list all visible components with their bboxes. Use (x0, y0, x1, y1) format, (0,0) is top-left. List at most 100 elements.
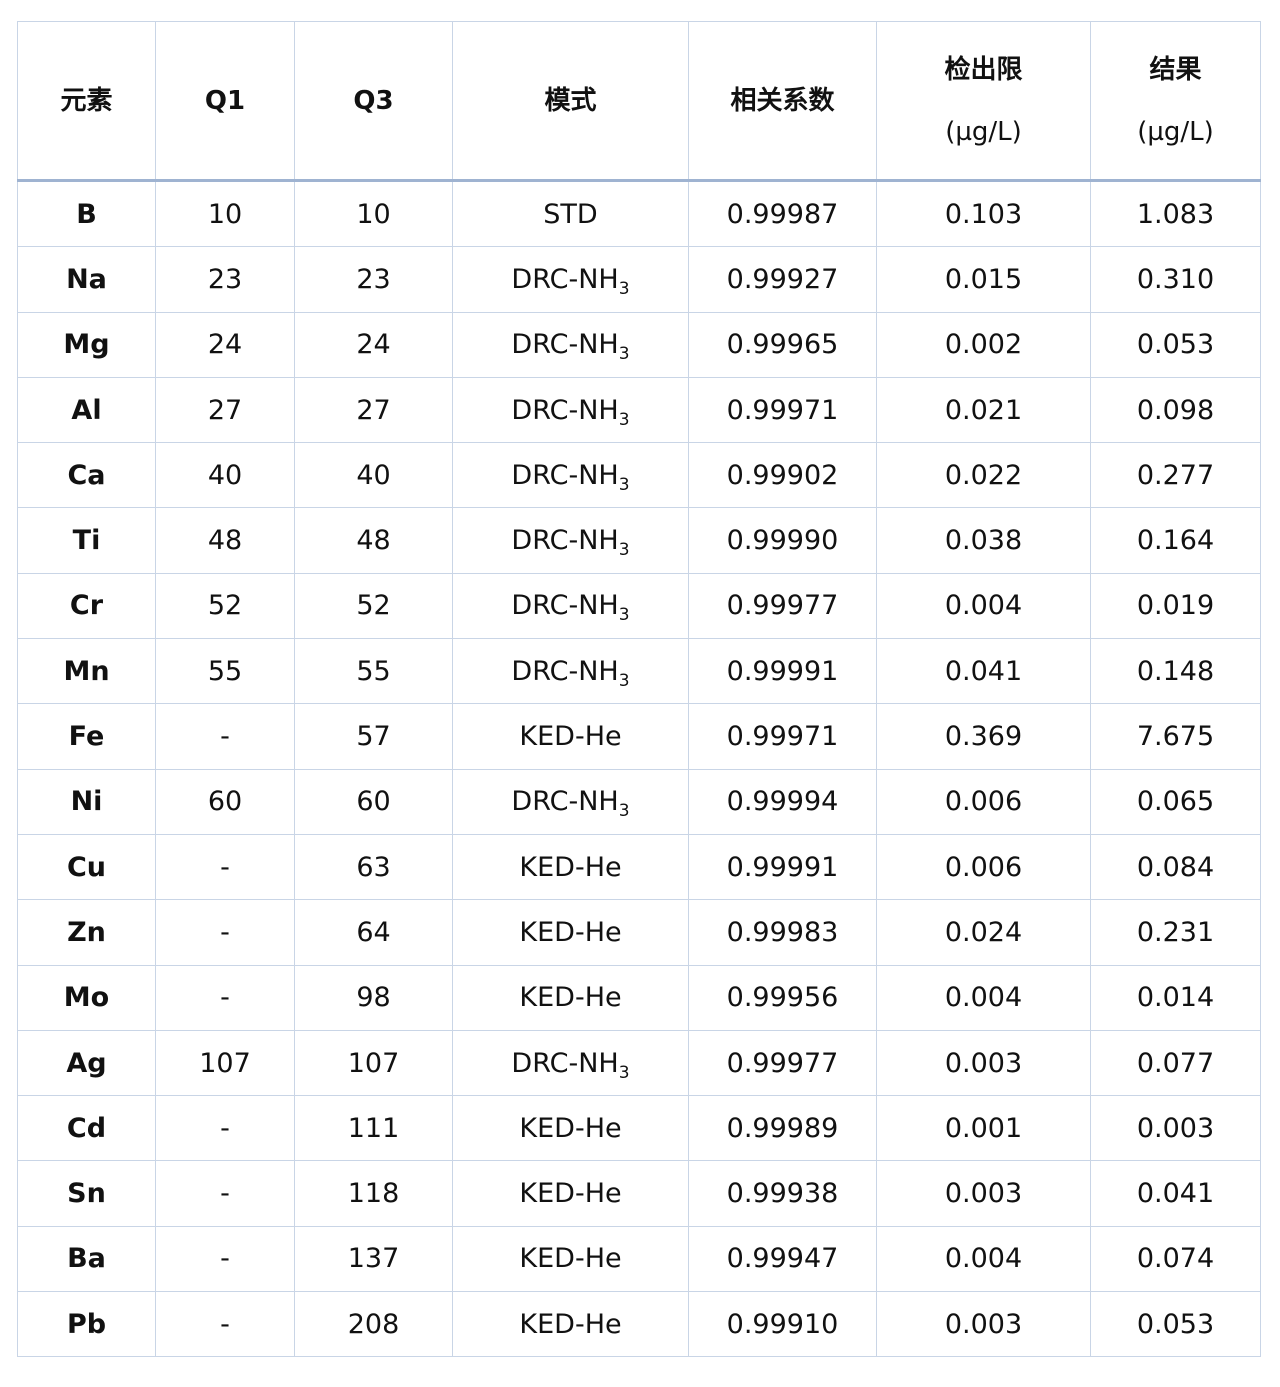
table-row: Pb - 208 KED-He 0.99910 0.003 0.053 (17, 1291, 1261, 1358)
cell-text: 1.083 (1136, 198, 1215, 230)
cell-text: 24 (356, 329, 391, 361)
cell-text: - (220, 916, 230, 948)
cell-q1: 60 (155, 768, 295, 835)
cell-correlation: 0.99947 (688, 1225, 877, 1293)
cell-text: 55 (207, 655, 243, 687)
header-unit: (µg/L) (945, 116, 1022, 147)
cell-mode: DRC-NH3 (452, 442, 689, 509)
cell-text: 0.053 (1136, 1308, 1215, 1340)
cell-text: STD (543, 198, 598, 230)
cell-lod: 0.015 (876, 246, 1091, 313)
cell-q3: 111 (294, 1095, 453, 1162)
cell-q3: 52 (294, 572, 453, 640)
cell-text: B (76, 198, 97, 230)
cell-text: DRC-NH (511, 655, 619, 687)
cell-text: 0.277 (1136, 459, 1215, 491)
cell-correlation: 0.99938 (688, 1160, 877, 1227)
cell-q1: - (155, 1160, 295, 1227)
cell-result: 1.083 (1090, 179, 1261, 248)
column-header-result: 结果 (µg/L) (1090, 21, 1261, 182)
table-row: Ca 40 40 DRC-NH3 0.99902 0.022 0.277 (17, 442, 1261, 509)
cell-q1: - (155, 1095, 295, 1162)
cell-q1: 48 (155, 507, 295, 574)
cell-text: Cr (69, 590, 104, 622)
cell-q3: 98 (294, 964, 453, 1031)
cell-correlation: 0.99990 (688, 507, 877, 574)
cell-q1: 107 (155, 1029, 295, 1097)
cell-q1: 40 (155, 442, 295, 509)
cell-text: 0.99965 (726, 329, 839, 361)
subscript: 3 (618, 344, 630, 365)
cell-lod: 0.103 (876, 179, 1091, 248)
subscript: 3 (618, 474, 630, 495)
cell-text: 0.041 (944, 655, 1023, 687)
cell-lod: 0.022 (876, 442, 1091, 509)
cell-q1: 23 (155, 246, 295, 313)
cell-result: 0.074 (1090, 1225, 1261, 1293)
table-body: B 10 10 STD 0.99987 0.103 1.083 Na 23 23 DRC-NH3 0.… (17, 179, 1261, 1358)
cell-element: Al (17, 376, 156, 444)
cell-text: 0.065 (1136, 786, 1215, 818)
table-row: Fe - 57 KED-He 0.99971 0.369 7.675 (17, 703, 1261, 770)
cell-text: 0.053 (1136, 329, 1215, 361)
cell-element: Fe (17, 703, 156, 770)
cell-text: DRC-NH (511, 525, 619, 557)
cell-text: 57 (356, 721, 391, 753)
header-label: 模式 (544, 85, 597, 116)
cell-q3: 63 (294, 833, 453, 901)
cell-text: 0.003 (944, 1308, 1023, 1340)
subscript: 3 (618, 409, 630, 430)
cell-text: 0.103 (944, 198, 1023, 230)
cell-text: - (220, 1308, 230, 1340)
cell-mode: KED-He (452, 833, 689, 901)
subscript: 3 (618, 1062, 630, 1083)
cell-correlation: 0.99991 (688, 833, 877, 901)
cell-correlation: 0.99987 (688, 179, 877, 248)
cell-correlation: 0.99956 (688, 964, 877, 1031)
cell-result: 0.098 (1090, 376, 1261, 444)
cell-text: 0.99977 (726, 1047, 839, 1079)
cell-text: 23 (207, 263, 243, 295)
cell-text: 0.99991 (726, 655, 839, 687)
cell-text: 0.99994 (726, 786, 839, 818)
column-header-lod: 检出限 (µg/L) (876, 21, 1091, 182)
cell-mode: KED-He (452, 1160, 689, 1227)
cell-lod: 0.003 (876, 1029, 1091, 1097)
cell-text: Na (66, 263, 107, 295)
cell-q3: 48 (294, 507, 453, 574)
cell-lod: 0.041 (876, 638, 1091, 705)
cell-correlation: 0.99902 (688, 442, 877, 509)
cell-text: 10 (207, 198, 243, 230)
cell-result: 7.675 (1090, 703, 1261, 770)
cell-text: 0.004 (944, 982, 1023, 1014)
cell-correlation: 0.99994 (688, 768, 877, 835)
table-row: Mn 55 55 DRC-NH3 0.99991 0.041 0.148 (17, 638, 1261, 705)
cell-result: 0.053 (1090, 311, 1261, 378)
cell-q3: 10 (294, 179, 453, 248)
cell-text: 0.015 (944, 263, 1023, 295)
cell-text: 0.99938 (726, 1178, 839, 1210)
cell-text: Mg (63, 329, 110, 361)
column-header-element: 元素 (17, 21, 156, 182)
cell-text: - (220, 851, 230, 883)
cell-text: KED-He (519, 1308, 622, 1340)
cell-text: Ti (72, 525, 101, 557)
cell-text: 0.164 (1136, 525, 1215, 557)
cell-text: 107 (199, 1047, 251, 1079)
cell-text: KED-He (519, 721, 622, 753)
cell-element: Cr (17, 572, 156, 640)
cell-element: Ba (17, 1225, 156, 1293)
cell-lod: 0.003 (876, 1291, 1091, 1358)
cell-text: 0.077 (1136, 1047, 1215, 1079)
header-label: 结果 (1149, 54, 1202, 85)
table-row: Mg 24 24 DRC-NH3 0.99965 0.002 0.053 (17, 311, 1261, 378)
table-row: Al 27 27 DRC-NH3 0.99971 0.021 0.098 (17, 376, 1261, 444)
cell-q1: - (155, 1225, 295, 1293)
cell-text: 0.019 (1136, 590, 1215, 622)
cell-q1: - (155, 899, 295, 966)
cell-result: 0.065 (1090, 768, 1261, 835)
cell-text: 0.002 (944, 329, 1023, 361)
cell-text: DRC-NH (511, 459, 619, 491)
cell-correlation: 0.99910 (688, 1291, 877, 1358)
cell-element: Ti (17, 507, 156, 574)
